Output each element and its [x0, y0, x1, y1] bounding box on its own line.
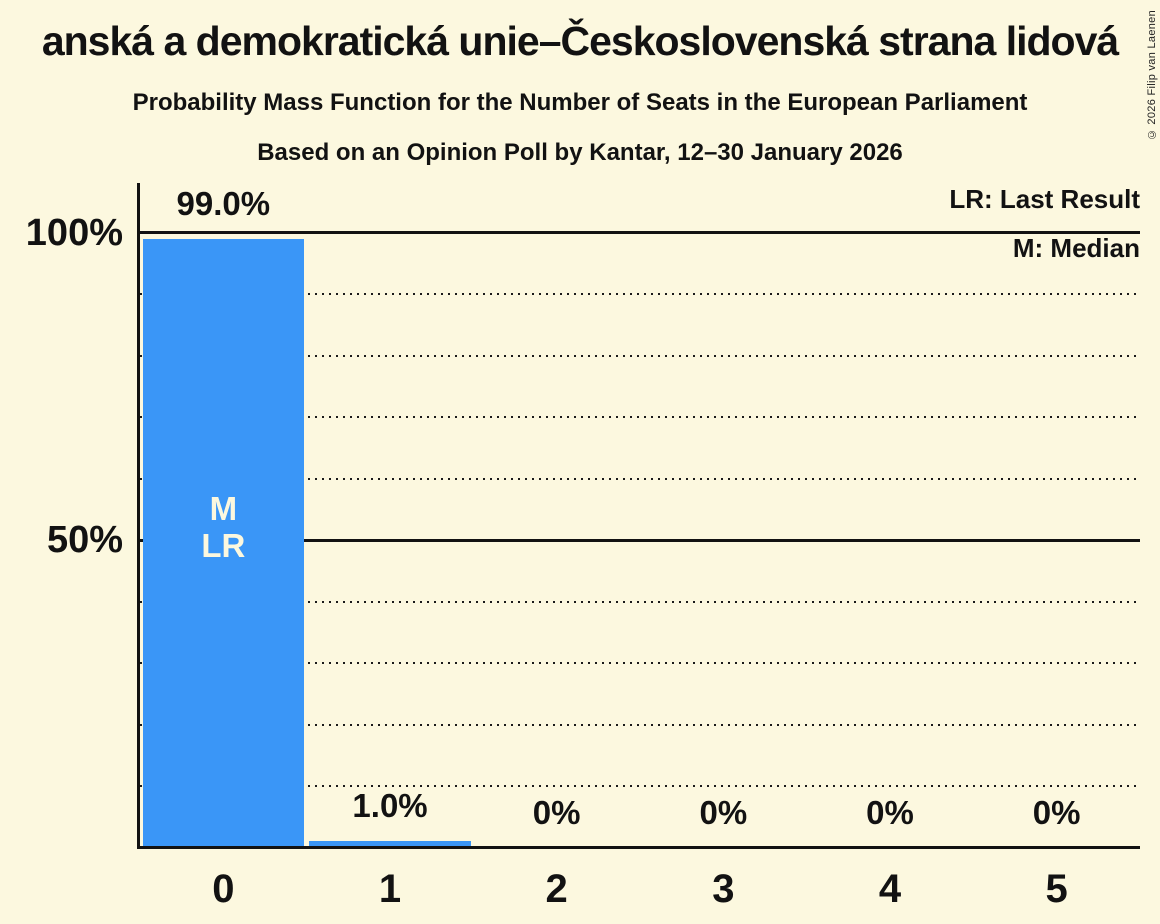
legend-median: M: Median: [1012, 233, 1140, 263]
x-tick-label-0: 0: [212, 867, 235, 911]
x-tick-label-4: 4: [878, 867, 902, 911]
median-marker: M: [209, 490, 238, 527]
bar-markers-seat-0: M LR: [140, 490, 307, 564]
x-tick-label-1: 1: [378, 867, 402, 911]
y-axis-line: [137, 183, 140, 849]
value-label-seat-0: 99.0%: [176, 185, 271, 222]
gridline-solid-100: [138, 231, 1140, 234]
poll-source-line: Based on an Opinion Poll by Kantar, 12–3…: [257, 139, 903, 166]
gridline-dotted-10: [140, 785, 1137, 787]
value-label-seat-5: 0%: [1032, 794, 1081, 831]
x-axis-line: [137, 846, 1140, 849]
gridline-dotted-40: [140, 601, 1137, 603]
bar-seat-1: [309, 841, 471, 848]
copyright-notice: © 2026 Filip van Laenen: [1146, 10, 1158, 141]
chart-title: anská a demokratická unie–Československá…: [41, 18, 1119, 64]
gridline-dotted-70: [140, 416, 1137, 418]
x-tick-label-3: 3: [712, 867, 735, 911]
gridline-dotted-20: [140, 724, 1137, 726]
value-label-seat-1: 1.0%: [352, 787, 428, 824]
x-tick-label-2: 2: [545, 867, 568, 911]
gridline-dotted-90: [140, 293, 1137, 295]
value-label-seat-4: 0%: [866, 794, 914, 831]
gridline-dotted-60: [140, 478, 1137, 480]
gridline-dotted-80: [140, 355, 1137, 357]
last-result-marker: LR: [201, 527, 246, 564]
chart-subtitle: Probability Mass Function for the Number…: [132, 89, 1028, 116]
y-tick-label-100: 100%: [25, 212, 123, 254]
value-label-seat-2: 0%: [532, 794, 581, 831]
legend-last-result: LR: Last Result: [949, 184, 1140, 214]
gridline-solid-50: [138, 539, 1140, 542]
x-tick-label-5: 5: [1045, 867, 1068, 911]
gridline-dotted-30: [140, 662, 1137, 664]
bar-seat-0: [142, 238, 305, 848]
value-label-seat-3: 0%: [699, 794, 748, 831]
y-tick-label-50: 50%: [46, 519, 123, 561]
